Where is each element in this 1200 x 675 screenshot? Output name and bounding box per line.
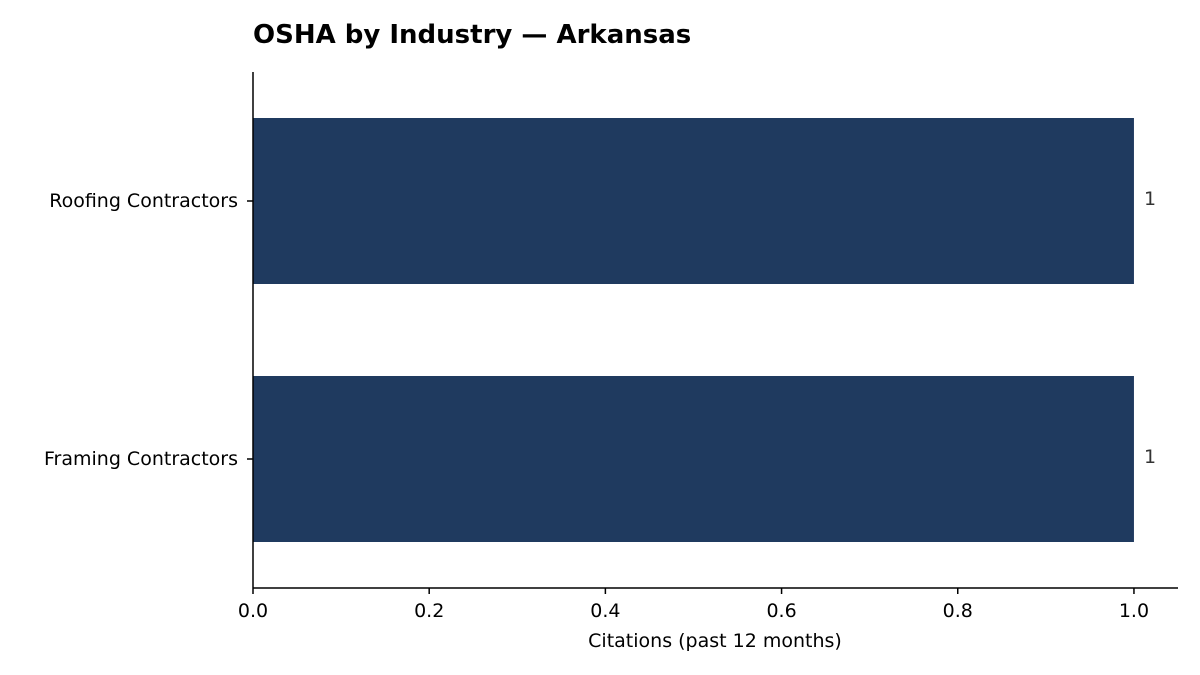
chart-title: OSHA by Industry — Arkansas <box>253 20 691 50</box>
bar <box>253 118 1134 284</box>
y-ticks-layer: Roofing Contractors Framing Contractors <box>44 190 253 470</box>
x-tick-label: 0.4 <box>590 600 620 622</box>
data-label: 1 <box>1144 446 1156 468</box>
x-tick-label: 0.6 <box>766 600 796 622</box>
x-tick-label: 0.2 <box>414 600 444 622</box>
x-tick-label: 0.8 <box>943 600 973 622</box>
axes-layer <box>252 72 1178 589</box>
y-tick-label: Framing Contractors <box>44 448 238 470</box>
x-tick-label: 0.0 <box>238 600 268 622</box>
bar <box>253 376 1134 542</box>
x-axis-label: Citations (past 12 months) <box>588 630 842 652</box>
x-tick-label: 1.0 <box>1119 600 1149 622</box>
bars-layer <box>253 118 1134 542</box>
y-tick-label: Roofing Contractors <box>49 190 238 212</box>
data-labels-layer: 11 <box>1144 188 1156 468</box>
x-ticks-layer: 0.0 0.2 0.4 0.6 0.8 1.0 <box>238 588 1149 622</box>
data-label: 1 <box>1144 188 1156 210</box>
